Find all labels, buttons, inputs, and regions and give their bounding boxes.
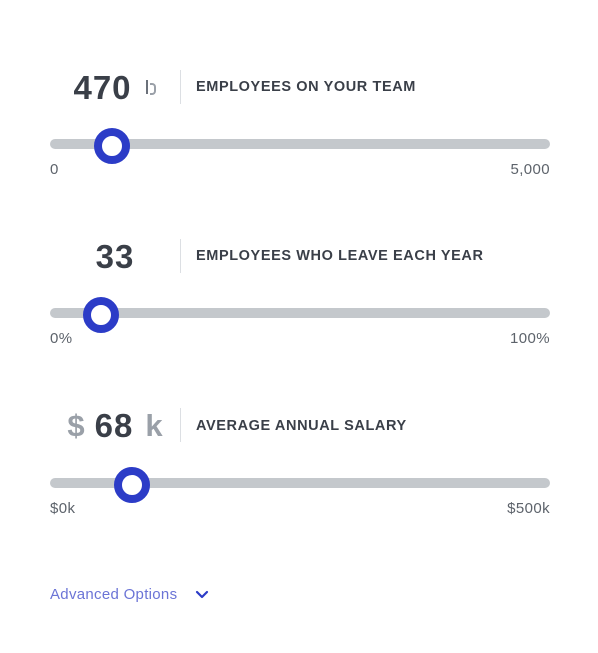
team-size-value-box[interactable]: 470 bbox=[50, 70, 181, 104]
turnover-max-label: 100% bbox=[510, 330, 550, 347]
currency-prefix: $ bbox=[67, 407, 85, 443]
salary-value-box[interactable]: $ 68 k bbox=[50, 408, 181, 442]
text-cursor-icon bbox=[145, 80, 157, 95]
turnover-value-box[interactable]: 33 bbox=[50, 239, 181, 273]
chevron-down-icon bbox=[195, 589, 209, 601]
advanced-options-toggle[interactable]: Advanced Options bbox=[50, 586, 209, 603]
salary-min-label: $0k bbox=[50, 500, 76, 517]
team-size-min-label: 0 bbox=[50, 161, 59, 178]
turnover-slider-thumb[interactable] bbox=[83, 297, 119, 333]
turnover-value[interactable]: 33 bbox=[95, 237, 135, 275]
team-size-label: EMPLOYEES ON YOUR TEAM bbox=[196, 79, 416, 95]
team-size-slider-track[interactable] bbox=[50, 139, 550, 149]
salary-slider-track[interactable] bbox=[50, 478, 550, 488]
turnover-label: EMPLOYEES WHO LEAVE EACH YEAR bbox=[196, 248, 484, 264]
team-size-max-label: 5,000 bbox=[510, 161, 550, 178]
salary-value[interactable]: 68 bbox=[94, 406, 134, 444]
turnover-min-label: 0% bbox=[50, 330, 73, 347]
thousands-suffix: k bbox=[145, 407, 163, 443]
advanced-options-label: Advanced Options bbox=[50, 586, 178, 603]
salary-slider-thumb[interactable] bbox=[114, 467, 150, 503]
team-size-slider-thumb[interactable] bbox=[94, 128, 130, 164]
turnover-slider-track[interactable] bbox=[50, 308, 550, 318]
team-size-value[interactable]: 470 bbox=[73, 68, 132, 106]
salary-max-label: $500k bbox=[507, 500, 550, 517]
salary-label: AVERAGE ANNUAL SALARY bbox=[196, 418, 407, 434]
